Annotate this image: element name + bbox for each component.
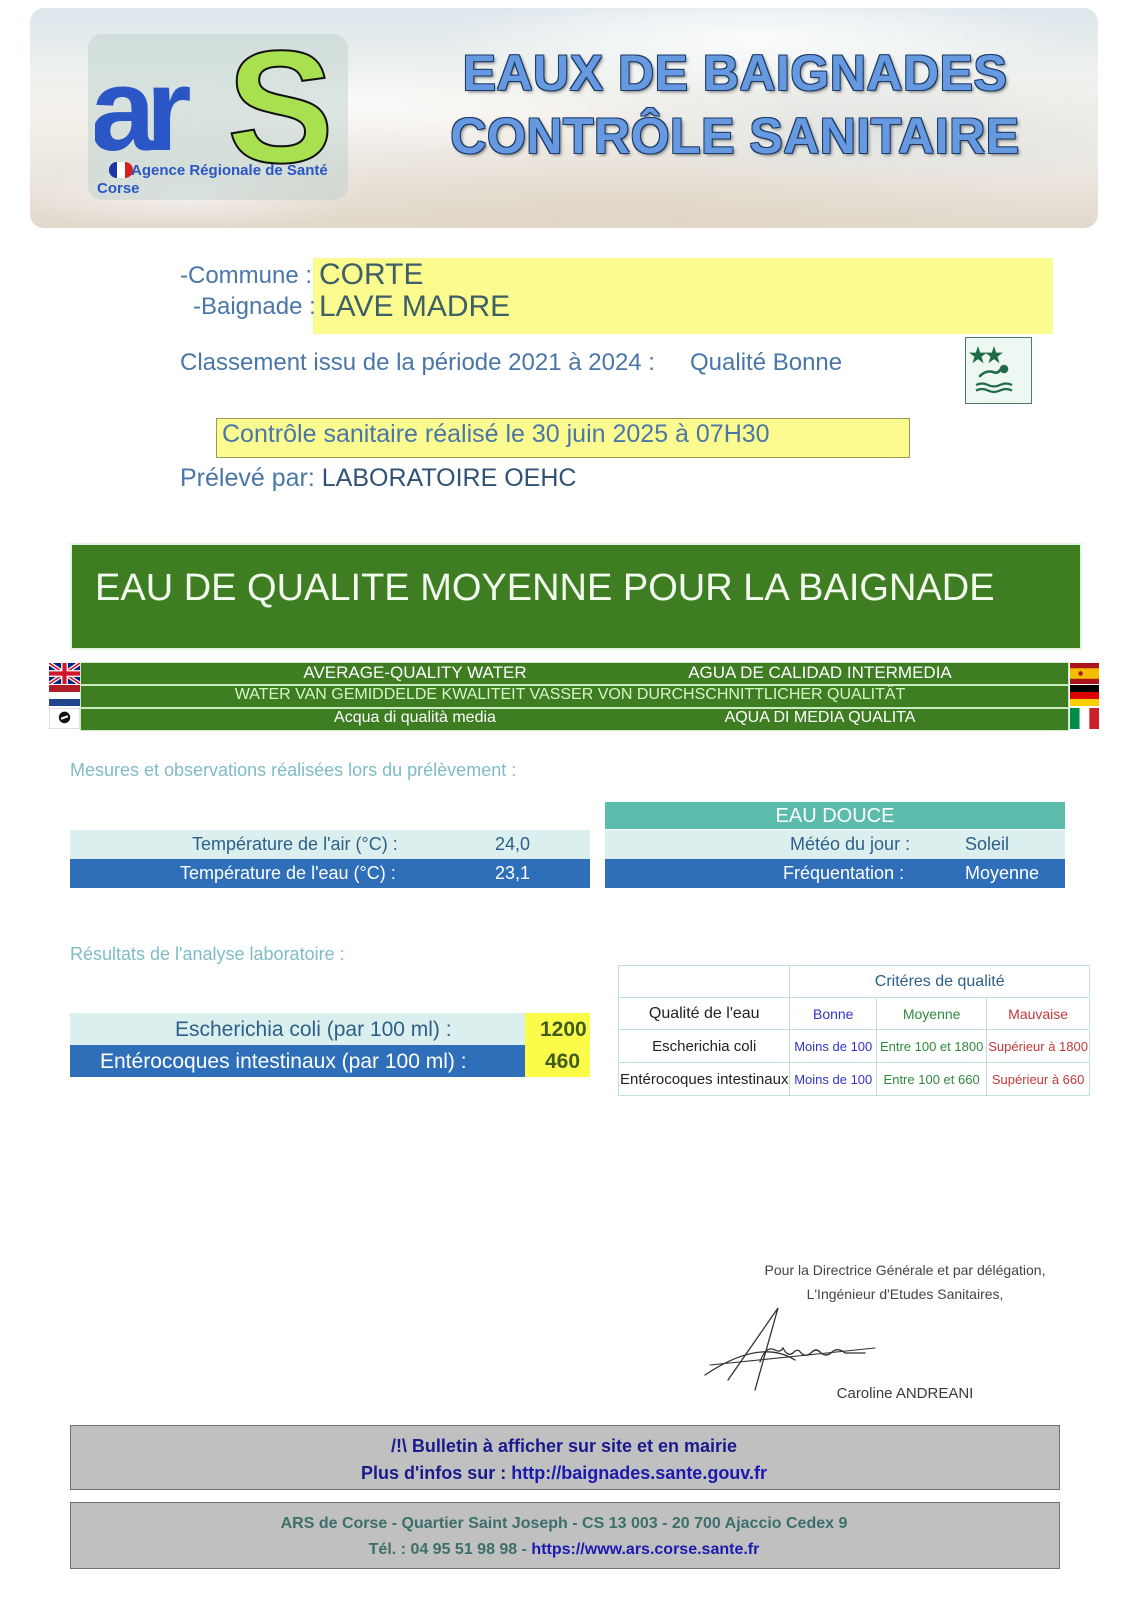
svg-text:Corse: Corse [97, 180, 140, 197]
svg-text:Agence Régionale de Santé: Agence Régionale de Santé [131, 162, 328, 179]
svg-text:ar: ar [95, 44, 191, 176]
